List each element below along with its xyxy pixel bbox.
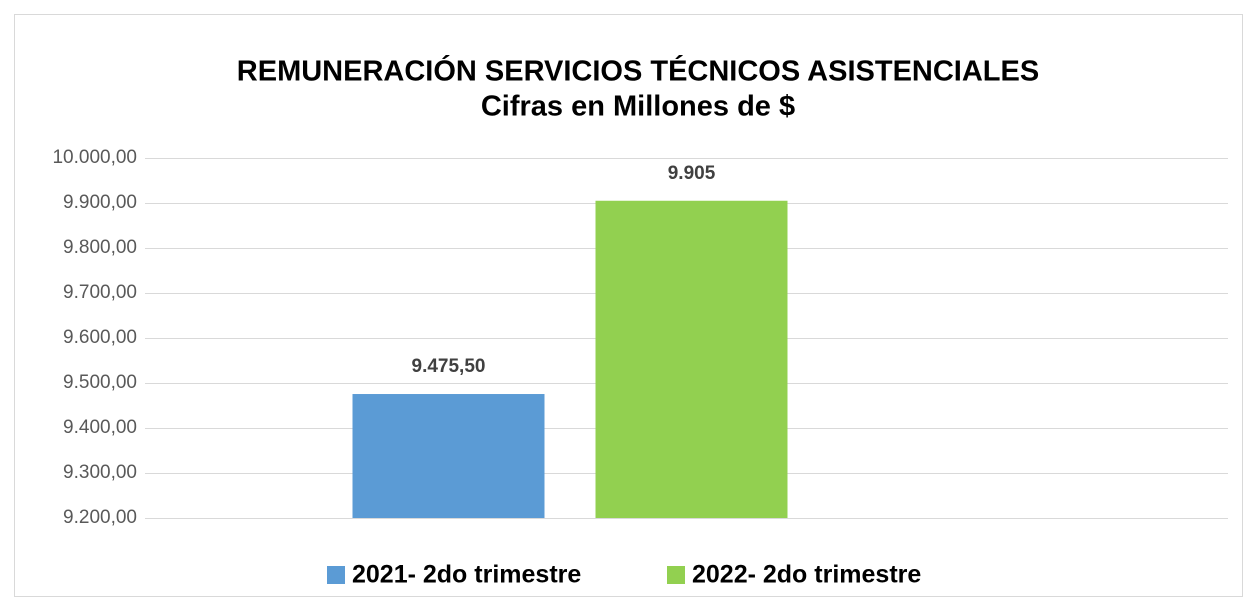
y-tick-label: 9.500,00 (63, 372, 137, 393)
value-label: 9.475,50 (412, 356, 486, 377)
value-label: 9.905 (668, 163, 716, 184)
legend-swatch (667, 566, 685, 584)
y-tick-label: 9.800,00 (63, 237, 137, 258)
bar (595, 200, 788, 518)
y-tick-label: 9.300,00 (63, 462, 137, 483)
legend-label: 2022- 2do trimestre (692, 561, 921, 589)
chart-subtitle: Cifras en Millones de $ (481, 91, 795, 123)
y-tick-label: 9.600,00 (63, 327, 137, 348)
y-tick-label: 9.200,00 (63, 507, 137, 528)
y-tick-label: 10.000,00 (52, 147, 137, 168)
legend-swatch (327, 566, 345, 584)
legend-label: 2021- 2do trimestre (352, 561, 581, 589)
bar (352, 394, 545, 518)
chart-title: REMUNERACIÓN SERVICIOS TÉCNICOS ASISTENC… (237, 54, 1039, 88)
y-tick-label: 9.900,00 (63, 192, 137, 213)
y-tick-label: 9.400,00 (63, 417, 137, 438)
y-tick-label: 9.700,00 (63, 282, 137, 303)
